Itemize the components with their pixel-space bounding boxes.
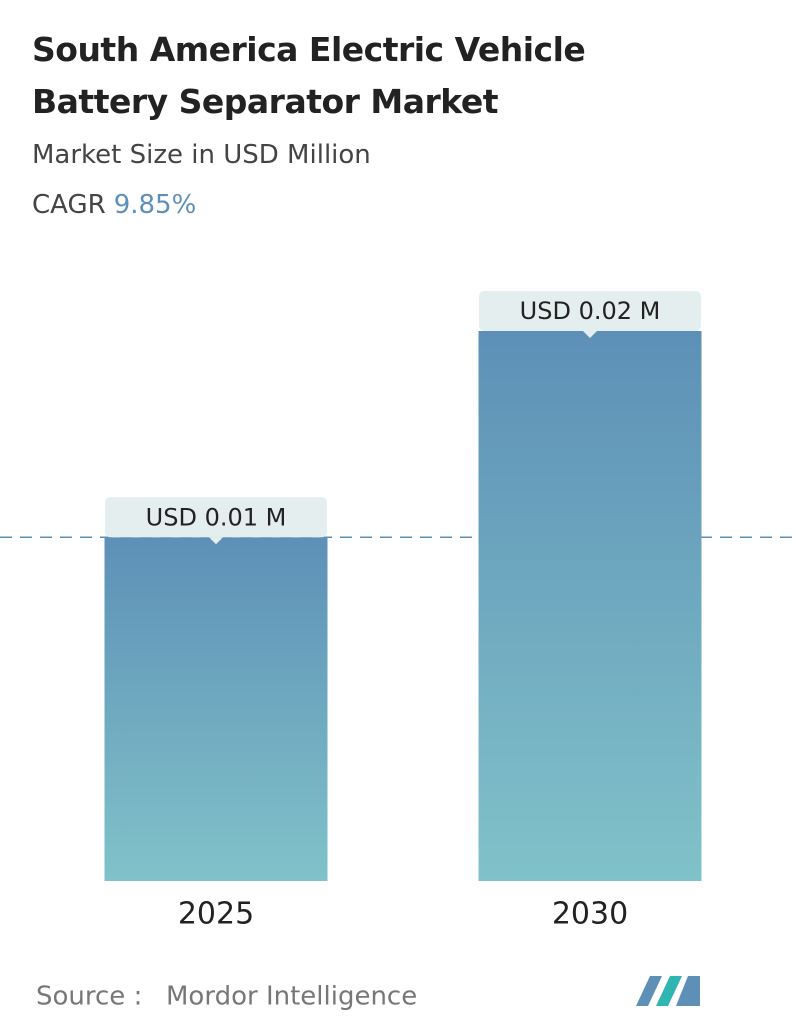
chart-subtitle: Market Size in USD Million [32, 140, 371, 170]
value-label-pointer [583, 331, 597, 338]
chart-title: South America Electric Vehicle Battery S… [32, 30, 586, 121]
logo [636, 976, 700, 1006]
cagr-label: CAGR [32, 190, 106, 220]
value-label-box [105, 497, 327, 538]
cagr-value: 9.85% [113, 190, 197, 220]
value-label-box [479, 291, 701, 331]
x-tick-label: 2030 [552, 897, 628, 932]
value-label: USD 0.02 M [520, 297, 661, 325]
bar [478, 331, 702, 881]
source: Mordor Intelligence [166, 982, 417, 1012]
source-label: Source : [36, 982, 142, 1012]
x-tick-label: 2025 [178, 897, 254, 932]
value-label-pointer [209, 537, 223, 545]
cagr: CAGR 9.85% [32, 190, 196, 220]
bar [104, 537, 328, 881]
value-label: USD 0.01 M [146, 503, 287, 531]
